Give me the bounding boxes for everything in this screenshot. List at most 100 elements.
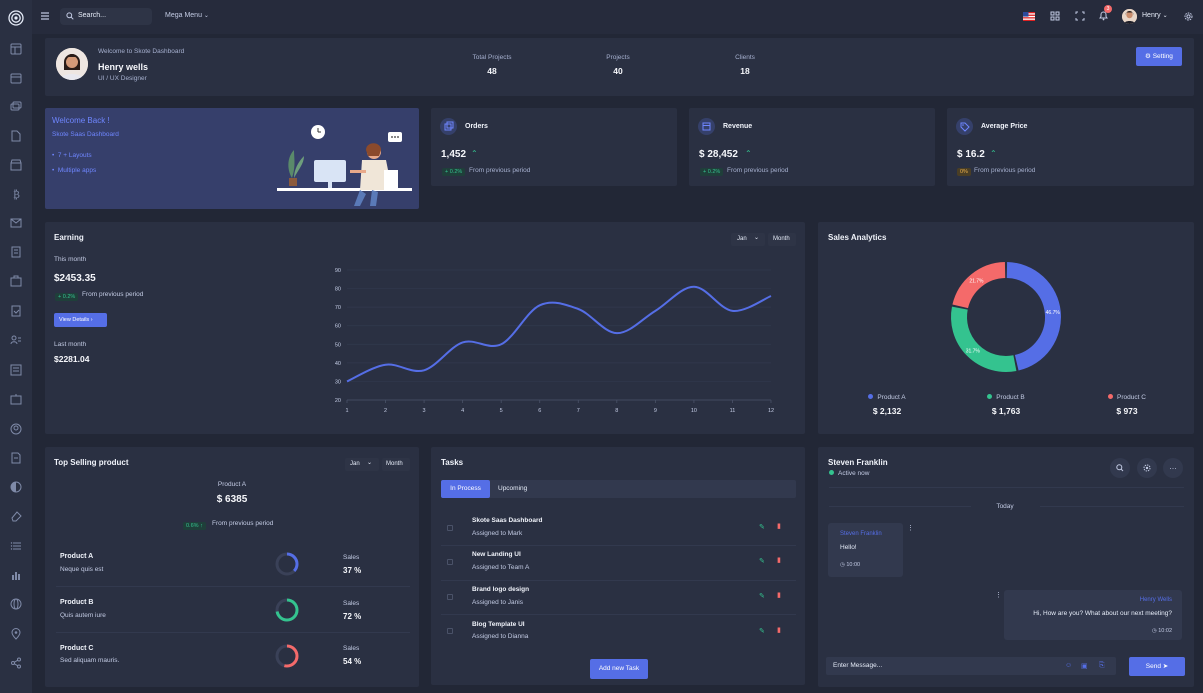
this-month-value: $2453.35 (54, 273, 96, 284)
tab-upcoming[interactable]: Upcoming (498, 485, 528, 492)
month-select-value: Jan (350, 461, 360, 467)
period-select-value: Month (773, 236, 790, 242)
bell-icon[interactable] (1098, 10, 1109, 21)
eraser-icon[interactable] (10, 510, 22, 522)
orders-title: Orders (465, 123, 488, 130)
logo-icon[interactable] (8, 10, 24, 26)
contacts-icon[interactable] (10, 334, 22, 346)
arrow-right-icon: › (90, 317, 93, 323)
task-checkbox[interactable] (447, 525, 453, 531)
user-circle-icon[interactable] (10, 423, 22, 435)
period-select[interactable]: Month (382, 458, 410, 471)
chat-icon[interactable] (10, 101, 22, 113)
mega-menu-button[interactable]: Mega Menu ⌄ (165, 12, 209, 19)
period-select[interactable]: Month (768, 233, 796, 246)
edit-icon[interactable]: ✎ (759, 558, 765, 565)
search-input[interactable]: Search... (60, 8, 152, 25)
document-icon[interactable] (10, 452, 22, 464)
profile-name: Henry wells (98, 62, 149, 72)
top-product-note: From previous period (212, 520, 274, 527)
chat-settings-button[interactable] (1137, 458, 1157, 478)
setting-label: Setting (1152, 53, 1173, 60)
gear-icon[interactable] (1183, 11, 1194, 22)
task-checkbox[interactable] (447, 594, 453, 600)
setting-button[interactable]: ⚙ Setting (1136, 47, 1182, 66)
stat-label: Projects (606, 54, 630, 61)
jobs-icon[interactable] (10, 393, 22, 405)
average-price-value: $ 16.2 (957, 149, 985, 160)
attachment-icon[interactable]: ⎘ (1099, 662, 1105, 669)
message-options-icon[interactable]: ⋮ (995, 592, 1002, 599)
progress-fill (275, 598, 299, 622)
sales-label: Sales (343, 554, 360, 561)
x-tick-label: 8 (615, 408, 618, 414)
fullscreen-icon[interactable] (1075, 11, 1085, 21)
user-menu[interactable]: Henry ⌄ (1142, 12, 1168, 19)
ui-elements-icon[interactable] (10, 481, 22, 493)
divider (829, 487, 1184, 488)
task-checkbox[interactable] (447, 559, 453, 565)
hamburger-icon[interactable] (40, 11, 50, 21)
chart-icon[interactable] (10, 569, 22, 581)
tab-in-process[interactable]: In Process (441, 480, 490, 498)
list-icon[interactable] (10, 540, 22, 552)
chat-search-button[interactable] (1110, 458, 1130, 478)
stat-label: Total Projects (472, 54, 512, 61)
trash-icon[interactable]: ▮ (777, 592, 781, 599)
send-button[interactable]: Send ➤ (1129, 657, 1185, 676)
edit-icon[interactable]: ✎ (759, 628, 765, 635)
month-select[interactable]: Jan ⌄ (731, 233, 765, 246)
edit-icon[interactable]: ✎ (759, 593, 765, 600)
top-product-badge: 0.6% ↑ (183, 522, 206, 530)
task-title: Brand logo design (472, 586, 530, 593)
y-tick-label: 20 (335, 398, 341, 404)
edit-icon[interactable]: ✎ (759, 524, 765, 531)
view-details-button[interactable]: View Details › (54, 313, 107, 327)
trash-icon[interactable]: ▮ (777, 523, 781, 530)
task-icon[interactable] (10, 305, 22, 317)
mega-menu-label: Mega Menu (165, 12, 202, 19)
invoice-icon[interactable] (10, 246, 22, 258)
sales-label: Sales (343, 645, 360, 652)
trash-icon[interactable]: ▮ (777, 627, 781, 634)
us-flag-icon[interactable] (1023, 12, 1035, 21)
globe-icon[interactable] (10, 598, 22, 610)
more-icon[interactable]: … (1163, 458, 1183, 478)
calendar-icon[interactable] (10, 72, 22, 84)
trash-icon[interactable]: ▮ (777, 557, 781, 564)
blog-icon[interactable] (10, 364, 22, 376)
arrow-up-icon: ⌃ (990, 149, 997, 158)
x-tick-label: 7 (577, 408, 580, 414)
bitcoin-icon[interactable]: ₿ (10, 188, 22, 200)
message-author: Steven Franklin (840, 531, 882, 537)
apps-grid-icon[interactable] (1050, 11, 1060, 21)
x-tick-label: 11 (730, 408, 736, 414)
message-time-text: 10:00 (846, 562, 861, 568)
dashboard-icon[interactable] (10, 43, 22, 55)
chat-message-received (828, 523, 903, 577)
share-icon[interactable] (10, 657, 22, 669)
orders-value: 1,452 (441, 149, 467, 160)
store-icon[interactable] (10, 159, 22, 171)
search-placeholder: Search... (78, 12, 107, 19)
message-time-text: 10:02 (1158, 628, 1172, 634)
month-select[interactable]: Jan ⌄ (345, 458, 379, 471)
y-tick-label: 90 (335, 268, 341, 274)
briefcase-icon[interactable] (10, 275, 22, 287)
product-row-name: Product A (60, 553, 94, 560)
product-row-desc: Sed aliquam mauris. (60, 657, 120, 664)
add-task-button[interactable]: Add new Task (590, 659, 648, 679)
message-options-icon[interactable]: ⋮ (907, 525, 914, 532)
avatar[interactable] (1122, 9, 1137, 24)
file-icon[interactable] (10, 130, 22, 142)
top-product-badge-wrap: 0.6% ↑ (183, 520, 206, 530)
earning-title: Earning (54, 233, 84, 242)
mail-icon[interactable] (10, 217, 22, 229)
task-checkbox[interactable] (447, 628, 453, 634)
message-input[interactable]: Enter Message... (826, 657, 1116, 675)
top-product-value: $ 6385 (216, 494, 248, 505)
image-icon[interactable]: ▣ (1081, 663, 1088, 670)
emoji-icon[interactable]: ☺ (1065, 662, 1073, 669)
map-pin-icon[interactable] (10, 628, 22, 640)
chat-message-sent (1004, 590, 1182, 640)
